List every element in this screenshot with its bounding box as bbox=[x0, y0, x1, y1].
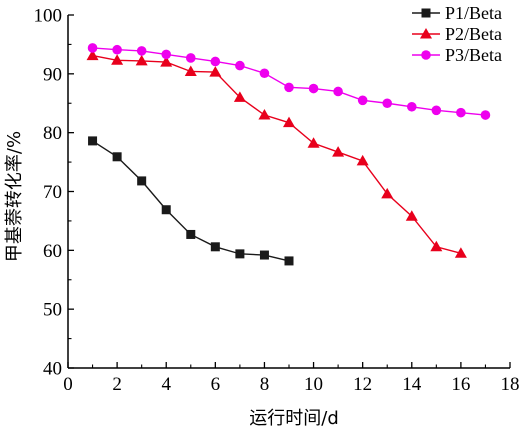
data-point bbox=[258, 109, 271, 120]
data-point bbox=[405, 210, 418, 221]
data-point bbox=[210, 242, 220, 252]
y-tick-label: 50 bbox=[43, 300, 62, 321]
y-tick-label: 80 bbox=[43, 123, 62, 144]
x-tick-label: 12 bbox=[353, 374, 372, 395]
data-point bbox=[209, 66, 222, 77]
data-point bbox=[184, 65, 197, 76]
data-point bbox=[235, 249, 245, 259]
series-1 bbox=[88, 136, 294, 266]
data-point bbox=[430, 240, 443, 252]
y-tick-label: 100 bbox=[34, 6, 63, 27]
x-tick-label: 6 bbox=[211, 374, 221, 395]
x-tick-label: 8 bbox=[260, 374, 270, 395]
x-tick-label: 18 bbox=[501, 374, 520, 395]
legend-item: P3/Beta bbox=[412, 45, 502, 65]
data-point bbox=[160, 56, 173, 67]
series-line bbox=[92, 54, 462, 254]
y-tick-label: 90 bbox=[43, 64, 62, 85]
data-point bbox=[454, 247, 467, 258]
x-tick-label: 16 bbox=[451, 374, 470, 395]
y-tick-label: 70 bbox=[43, 182, 62, 203]
y-axis-title: 甲基萘转化率/% bbox=[4, 131, 25, 262]
data-point bbox=[112, 44, 122, 55]
series-3 bbox=[87, 43, 491, 120]
data-point bbox=[382, 98, 393, 109]
axes: 0 2 4 6 8 10 12 14 16 18 40 50 60 70 80 90 100 bbox=[34, 6, 520, 396]
data-point bbox=[88, 136, 98, 146]
data-point bbox=[259, 250, 269, 260]
series-line bbox=[92, 140, 290, 262]
data-point bbox=[308, 83, 319, 94]
data-point bbox=[431, 105, 442, 116]
legend-label: P1/Beta bbox=[445, 3, 502, 23]
series-2 bbox=[86, 49, 467, 258]
data-point bbox=[137, 176, 147, 186]
data-point bbox=[233, 91, 246, 102]
data-point bbox=[186, 229, 196, 239]
data-point bbox=[283, 116, 295, 128]
data-point bbox=[259, 68, 270, 79]
legend-swatch-marker bbox=[421, 8, 431, 18]
x-axis-title: 运行时间/d bbox=[249, 408, 339, 429]
legend-swatch-marker bbox=[421, 50, 431, 60]
legend-swatch-marker bbox=[420, 28, 432, 39]
data-point bbox=[112, 152, 122, 162]
data-point bbox=[86, 49, 99, 61]
x-tick-label: 4 bbox=[161, 374, 171, 395]
legend-item: P1/Beta bbox=[412, 3, 502, 23]
data-point bbox=[185, 53, 196, 63]
data-point bbox=[307, 137, 320, 148]
data-point bbox=[381, 187, 394, 199]
data-point bbox=[235, 60, 245, 71]
data-point bbox=[87, 43, 98, 53]
x-tick-label: 2 bbox=[112, 374, 122, 395]
data-point bbox=[135, 54, 148, 66]
data-point bbox=[111, 54, 124, 65]
data-point bbox=[333, 86, 343, 97]
legend-label: P2/Beta bbox=[445, 24, 502, 44]
data-point bbox=[332, 146, 345, 157]
y-tick-label: 60 bbox=[43, 241, 62, 262]
data-point bbox=[161, 205, 171, 215]
x-tick-label: 14 bbox=[402, 374, 422, 395]
data-point bbox=[284, 256, 294, 266]
data-point bbox=[406, 101, 417, 112]
data-point bbox=[357, 95, 368, 106]
series-layer bbox=[86, 43, 491, 266]
data-point bbox=[456, 107, 466, 118]
y-tick-label: 40 bbox=[43, 359, 62, 380]
data-point bbox=[161, 49, 172, 60]
legend-item: P2/Beta bbox=[412, 24, 502, 44]
x-tick-label: 0 bbox=[63, 374, 73, 395]
data-point bbox=[284, 82, 294, 93]
data-point bbox=[210, 56, 221, 67]
data-point bbox=[480, 110, 491, 120]
x-tick-label: 10 bbox=[304, 374, 323, 395]
legend-label: P3/Beta bbox=[445, 45, 502, 65]
data-point bbox=[136, 46, 147, 56]
data-point bbox=[356, 154, 369, 166]
